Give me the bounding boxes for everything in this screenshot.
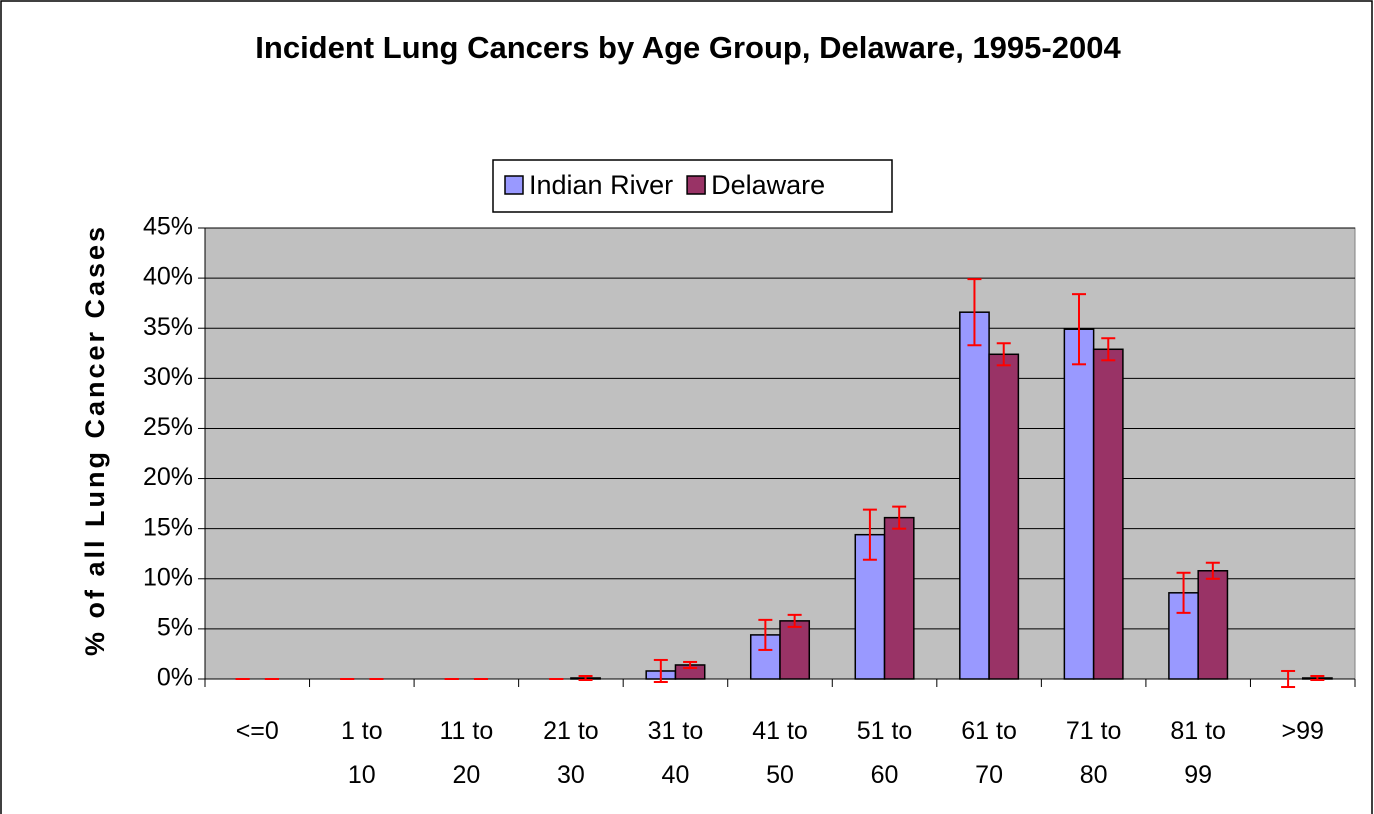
x-tick-label: 51 to 60	[856, 717, 913, 789]
chart-title: Incident Lung Cancers by Age Group, Dela…	[255, 30, 1121, 65]
y-tick-label: 35%	[143, 313, 193, 341]
bar	[1197, 570, 1229, 680]
bar	[1092, 348, 1124, 680]
error-bar	[758, 618, 773, 651]
x-tick-label: >99	[1281, 717, 1324, 745]
y-tick-label: 0%	[157, 664, 193, 692]
error-bar	[787, 613, 802, 628]
x-tick-label: 71 to 80	[1065, 717, 1122, 789]
error-bar	[1176, 571, 1191, 614]
y-tick-label: 5%	[157, 613, 193, 641]
y-tick-label: 10%	[143, 563, 193, 591]
x-tick-label: 21 to 30	[543, 717, 599, 789]
legend-swatch	[686, 175, 706, 195]
x-tick-label: 61 to 70	[961, 717, 1017, 789]
bar	[1063, 328, 1095, 680]
y-tick-label: 15%	[143, 513, 193, 541]
x-tick-label: 1 to 10	[340, 717, 383, 789]
y-tick-label: 30%	[143, 363, 193, 391]
x-tick-label: 41 to 50	[752, 717, 808, 789]
error-bar	[996, 342, 1011, 367]
error-bar	[967, 278, 982, 347]
error-bar	[1072, 293, 1086, 366]
error-bar	[653, 658, 668, 684]
y-tick-label: 40%	[143, 263, 193, 291]
legend-swatch	[504, 175, 524, 195]
x-tick-label: 31 to 40	[647, 717, 704, 789]
x-tick-label: 81 to 99	[1170, 717, 1226, 789]
y-tick-label: 25%	[143, 413, 193, 441]
bar	[883, 516, 915, 680]
legend-box	[492, 159, 893, 213]
error-bar	[1101, 337, 1116, 362]
error-bar	[1310, 674, 1325, 682]
y-tick-label: 20%	[143, 463, 193, 491]
legend-label: Indian River	[529, 170, 673, 200]
error-bar	[862, 508, 877, 561]
bar	[779, 620, 811, 680]
error-bar	[1205, 561, 1220, 580]
error-bar	[1281, 669, 1296, 689]
x-tick-label: <=0	[235, 717, 279, 745]
x-tick-label: 11 to 20	[439, 717, 494, 789]
bar	[959, 311, 990, 680]
error-bar	[578, 674, 593, 682]
y-tick-label: 45%	[143, 213, 193, 241]
legend-label: Delaware	[711, 170, 825, 200]
bar	[988, 353, 1020, 680]
error-bar	[683, 660, 698, 669]
y-axis-label: % of all Lung Cancer Cases	[80, 224, 110, 656]
error-bar	[892, 505, 907, 530]
